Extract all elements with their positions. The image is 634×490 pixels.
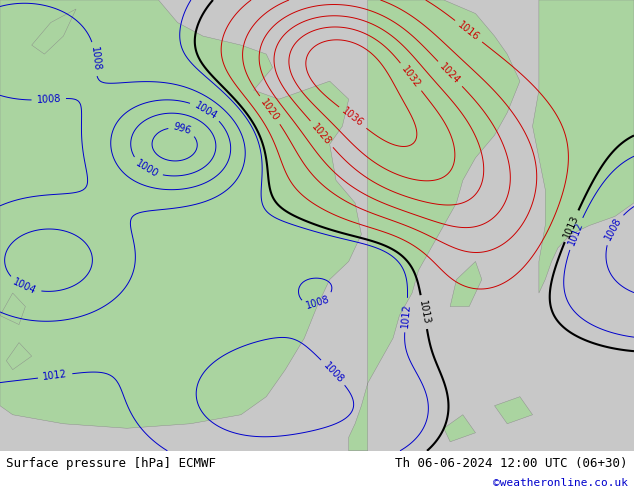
Polygon shape [444,415,476,442]
Text: 1012: 1012 [400,302,412,328]
Text: 1013: 1013 [417,299,431,325]
Polygon shape [495,397,533,424]
Polygon shape [0,0,361,428]
Text: 1008: 1008 [603,216,624,243]
Text: ©weatheronline.co.uk: ©weatheronline.co.uk [493,478,628,488]
Polygon shape [533,0,634,293]
Text: 1012: 1012 [567,220,585,247]
Text: 1008: 1008 [89,46,102,72]
Polygon shape [450,262,482,307]
Text: 1008: 1008 [36,94,61,105]
Text: Surface pressure [hPa] ECMWF: Surface pressure [hPa] ECMWF [6,457,216,470]
Text: 1012: 1012 [42,369,68,383]
Text: 1032: 1032 [399,64,422,90]
Polygon shape [349,0,520,451]
Text: 1008: 1008 [305,294,331,311]
Polygon shape [0,293,25,324]
Text: Th 06-06-2024 12:00 UTC (06+30): Th 06-06-2024 12:00 UTC (06+30) [395,457,628,470]
Text: 1024: 1024 [438,62,462,86]
Text: 1016: 1016 [456,20,481,43]
Text: 1036: 1036 [340,106,365,129]
Text: 1008: 1008 [321,360,345,385]
Text: 1013: 1013 [562,213,581,240]
Text: 996: 996 [172,122,193,137]
Text: 1028: 1028 [310,122,333,147]
Text: 1000: 1000 [134,158,160,179]
Polygon shape [6,343,32,369]
Text: 1004: 1004 [11,277,38,296]
Text: 1020: 1020 [259,97,281,123]
Text: 1004: 1004 [193,100,219,121]
Polygon shape [32,9,76,54]
